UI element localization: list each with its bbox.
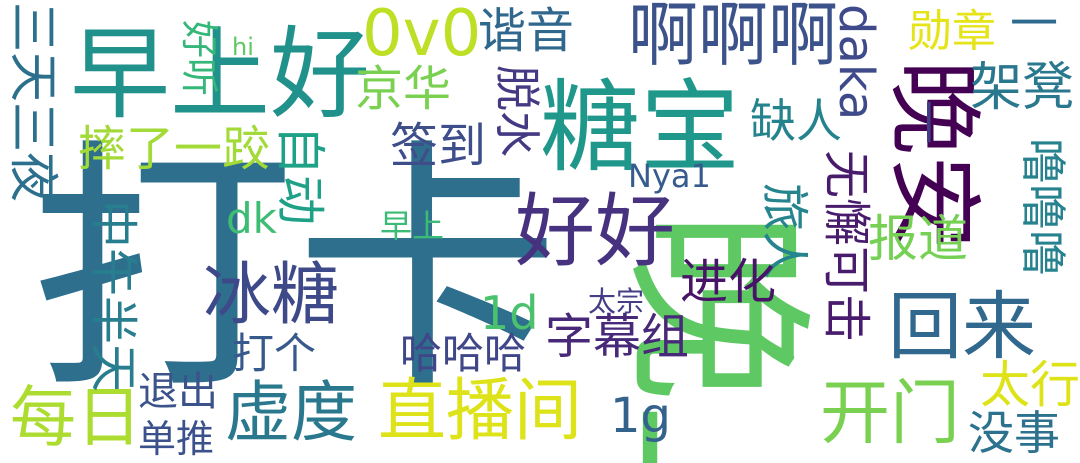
word-dantui: 单推 xyxy=(138,417,215,461)
word-bingtang: 冰糖 xyxy=(203,256,340,335)
word-wuxiekeji: 无懈可击 xyxy=(818,150,874,343)
word-santiansanye: 三天三夜 xyxy=(4,2,62,202)
word-qiandao: 签到 xyxy=(390,118,487,174)
word-dk: dk xyxy=(226,194,277,243)
word-zhongwubantian: 中午半天 xyxy=(85,200,141,393)
word-jinhua: 进化 xyxy=(680,254,777,310)
word-zidong: 自动 xyxy=(271,125,329,225)
word-zhibojian: 直播间 xyxy=(378,372,583,451)
word-zaoshanghao: 早上好 xyxy=(70,16,370,133)
word-tuichu: 退出 xyxy=(138,369,218,415)
word-0v0: 0v0 xyxy=(362,0,482,71)
word-lululu: 噜噜噜 xyxy=(1016,138,1070,276)
word-haoting: 好听 xyxy=(177,20,221,97)
word-1g: 1g xyxy=(610,388,672,444)
word-taizong: 太宗 xyxy=(588,285,645,318)
word-daka-chinese: 打卡 xyxy=(30,118,560,426)
word-aaa: 啊啊啊 xyxy=(628,0,838,76)
word-haohao: 好好 xyxy=(515,185,675,278)
word-yi-horizontal: 一 xyxy=(1010,0,1059,52)
word-kaimen: 开门 xyxy=(820,372,960,454)
word-hi: hi xyxy=(232,33,254,61)
word-queren: 缺人 xyxy=(750,94,842,148)
word-xudu: 虚度 xyxy=(225,374,357,451)
word-1d: 1d xyxy=(480,286,539,340)
word-nya1: Nya1 xyxy=(628,157,711,195)
word-tangbao: 糖宝 xyxy=(540,69,740,186)
word-zimuzu: 字幕组 xyxy=(545,309,690,365)
word-hahaha: 哈哈哈 xyxy=(400,329,527,378)
word-xunzhang: 勋章 xyxy=(908,6,996,57)
word-zaoshang: 早上 xyxy=(380,207,445,245)
word-yi-vertical: 一 xyxy=(901,100,952,144)
word-meishi: 没事 xyxy=(968,406,1060,460)
word-meiri: 每日 xyxy=(10,379,142,456)
word-dage: 打个 xyxy=(232,329,317,378)
word-baodao: 报道 xyxy=(868,210,968,268)
word-jiadeng: 架凳 xyxy=(970,58,1075,118)
word-jinghua: 京华 xyxy=(355,61,452,117)
word-tuoshui: 脱水 xyxy=(490,65,544,157)
word-shuailejijiao: 摔了一跤 xyxy=(78,121,271,177)
word-huilai: 回来 xyxy=(888,284,1036,370)
word-taixing: 太行 xyxy=(980,356,1080,414)
word-xieyin: 谐音 xyxy=(478,3,575,59)
